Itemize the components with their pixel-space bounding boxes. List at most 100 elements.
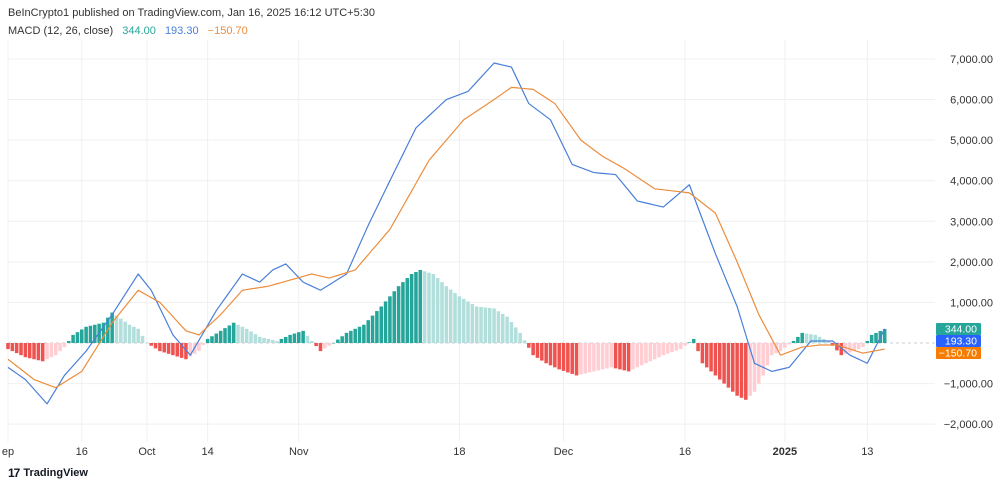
x-tick-label: Dec bbox=[554, 446, 574, 458]
histogram-bar bbox=[132, 326, 136, 343]
histogram-bar bbox=[84, 326, 88, 343]
histogram-bar bbox=[71, 334, 75, 343]
histogram-bar bbox=[509, 322, 514, 343]
histogram-bar bbox=[674, 343, 679, 351]
histogram-bar bbox=[657, 343, 661, 358]
histogram-bar bbox=[370, 315, 375, 343]
histogram-bar bbox=[297, 332, 301, 343]
histogram-bar bbox=[45, 343, 49, 360]
histogram-bar bbox=[175, 343, 180, 357]
x-tick-label: 16 bbox=[679, 446, 691, 458]
histogram-bar bbox=[574, 343, 579, 376]
histogram-bar bbox=[722, 343, 726, 384]
histogram-bar bbox=[817, 336, 822, 343]
histogram-bar bbox=[635, 343, 640, 368]
hist-value: 344.00 bbox=[122, 25, 156, 37]
histogram-bar bbox=[748, 343, 752, 396]
indicator-legend[interactable]: MACD (12, 26, close) 344.00 193.30 −150.… bbox=[8, 25, 248, 37]
histogram-bar bbox=[726, 343, 731, 388]
histogram-bar bbox=[10, 343, 15, 352]
histogram-bar bbox=[14, 343, 19, 354]
histogram-bar bbox=[453, 292, 457, 343]
x-tick-label: ep bbox=[2, 446, 14, 458]
histogram-bar bbox=[783, 343, 787, 348]
histogram-bar bbox=[62, 343, 67, 348]
histogram-bar bbox=[40, 343, 45, 362]
histogram-bar bbox=[626, 343, 631, 372]
histogram-bar bbox=[548, 343, 553, 366]
histogram-bar bbox=[19, 343, 23, 356]
histogram-bar bbox=[644, 343, 648, 364]
histogram-bar bbox=[648, 343, 653, 362]
price-badge-label: 344.00 bbox=[945, 324, 977, 336]
histogram-bar bbox=[448, 289, 453, 343]
histogram-bar bbox=[852, 343, 857, 352]
histogram-bar bbox=[691, 338, 696, 343]
price-badge-label: 193.30 bbox=[945, 336, 977, 348]
histogram-bar bbox=[765, 343, 770, 366]
histogram-bar bbox=[49, 343, 54, 358]
histogram-bar bbox=[179, 343, 184, 358]
histogram-bar bbox=[409, 274, 414, 343]
histogram-bar bbox=[140, 335, 145, 343]
histogram-bar bbox=[427, 272, 431, 343]
histogram-bar bbox=[770, 343, 774, 356]
signal-line bbox=[7, 86, 885, 389]
histogram-bar bbox=[257, 336, 262, 343]
histogram-bar bbox=[483, 307, 488, 343]
histogram-bar bbox=[123, 321, 127, 343]
histogram-bar bbox=[744, 343, 748, 400]
histogram-bar bbox=[379, 306, 384, 343]
histogram-bar bbox=[292, 333, 297, 343]
histogram-bar bbox=[700, 343, 705, 364]
histogram-bar bbox=[201, 343, 206, 346]
histogram-bar bbox=[527, 343, 531, 348]
histogram-bar bbox=[848, 343, 852, 353]
macd-line bbox=[7, 62, 886, 405]
histogram-bar bbox=[809, 334, 813, 343]
histogram-bar bbox=[800, 332, 804, 343]
histogram-bar bbox=[874, 332, 878, 343]
histogram-bar bbox=[119, 318, 123, 343]
histogram-bar bbox=[6, 343, 10, 350]
histogram-bar bbox=[422, 271, 427, 343]
histogram-bar bbox=[401, 282, 405, 343]
y-tick-label: 1,000.00 bbox=[950, 297, 993, 309]
y-tick-label: 6,000.00 bbox=[950, 95, 993, 107]
histogram-bar bbox=[804, 333, 809, 343]
histogram-bar bbox=[696, 343, 700, 352]
histogram-bar bbox=[553, 343, 557, 368]
price-badge bbox=[936, 323, 981, 335]
histogram-bar bbox=[713, 343, 718, 376]
histogram-bar bbox=[93, 324, 97, 343]
x-tick-label: 16 bbox=[76, 446, 88, 458]
histogram-bar bbox=[262, 337, 266, 343]
y-tick-label: −1,000.00 bbox=[944, 379, 993, 391]
histogram-bar bbox=[366, 320, 370, 343]
publisher-line: BeInCrypto1 published on TradingView.com… bbox=[8, 7, 376, 19]
histogram-bar bbox=[327, 343, 331, 346]
histogram-bar bbox=[661, 343, 666, 356]
histogram-bar bbox=[149, 343, 153, 346]
histogram-bar bbox=[605, 343, 609, 369]
histogram-bar bbox=[36, 343, 41, 361]
histogram-bar bbox=[301, 330, 305, 343]
histogram-bar bbox=[652, 343, 657, 360]
histogram-bar bbox=[53, 343, 58, 356]
tradingview-footer[interactable]: 17 TradingView bbox=[8, 466, 88, 480]
histogram-bar bbox=[869, 334, 874, 343]
histogram-bar bbox=[75, 332, 80, 343]
histogram-bar bbox=[23, 343, 28, 358]
histogram-bar bbox=[579, 343, 583, 375]
histogram-bar bbox=[27, 343, 32, 359]
histogram-bar bbox=[58, 343, 62, 352]
signal-value: −150.70 bbox=[207, 25, 248, 37]
histogram-bar bbox=[249, 331, 253, 343]
histogram-bar bbox=[683, 343, 687, 346]
histogram-bar bbox=[500, 313, 505, 343]
histogram-bar bbox=[362, 324, 366, 343]
tradingview-logo-icon: 17 bbox=[8, 466, 20, 480]
histogram-bar bbox=[210, 336, 214, 343]
histogram-bar bbox=[739, 343, 744, 398]
